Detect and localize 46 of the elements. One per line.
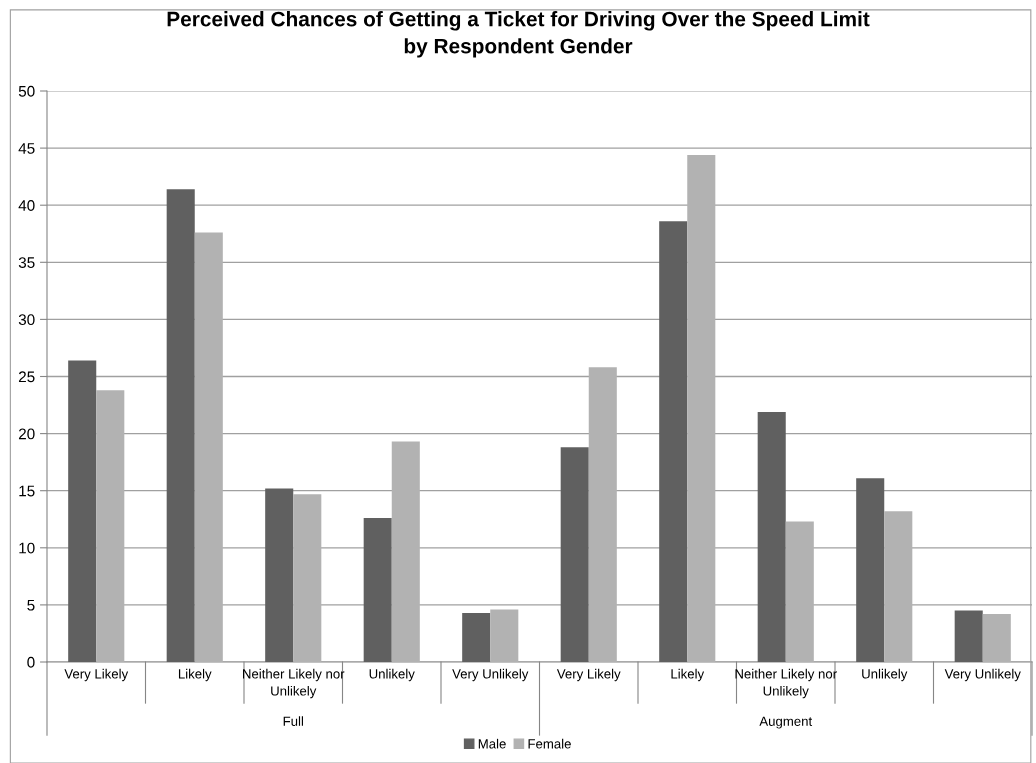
x-tick-label: Unlikely (369, 668, 415, 682)
text: Full (283, 716, 303, 726)
legend-label: Male (478, 738, 506, 749)
bar (757, 411, 786, 662)
y-tick-label: 10 (19, 542, 35, 554)
bar (588, 367, 617, 662)
y-tick-label: 30 (18, 314, 35, 326)
bar (856, 478, 885, 662)
bar (982, 614, 1011, 662)
bar (490, 609, 519, 662)
bar (659, 221, 688, 662)
x-tick-label: Likely (178, 668, 212, 682)
bar (265, 488, 294, 662)
y-tick-label: 40 (18, 200, 35, 211)
x-tick-label: Very Unlikely (944, 668, 1021, 682)
bar (687, 154, 716, 662)
bar (884, 511, 913, 662)
y-tick-label: 45 (18, 143, 35, 154)
bar (96, 390, 125, 662)
y-tick-label: 50 (18, 85, 35, 97)
y-tick-label: 5 (27, 599, 35, 611)
bar (954, 610, 983, 662)
bar (785, 521, 814, 662)
x-tick-label: Unlikely (862, 668, 908, 682)
bar (462, 612, 491, 662)
bar (391, 441, 420, 662)
x-tick-label: Very Likely (64, 668, 129, 682)
y-tick-label: 20 (18, 428, 35, 440)
y-tick-label: 15 (19, 485, 35, 497)
x-tick-label: Neither Likely nor Unlikely (243, 668, 345, 699)
y-tick-label: 35 (18, 257, 35, 268)
y-tick-label: 0 (27, 656, 35, 668)
bar (166, 189, 195, 662)
bar (293, 494, 322, 662)
text: Augment (759, 716, 813, 729)
x-tick-label: Very Likely (556, 668, 621, 682)
x-tick-label: Likely (671, 668, 705, 682)
bar (68, 360, 97, 662)
y-tick-label: 25 (18, 371, 35, 383)
bar (560, 447, 589, 662)
chart-title: Perceived Chances of Getting a Ticket for Driving Over the Speed Limit by Respondent Gender (167, 11, 870, 58)
bar (194, 232, 223, 662)
x-tick-label: Neither Likely nor Unlikely (735, 668, 837, 699)
legend-label: Female (528, 738, 571, 749)
bar (363, 518, 392, 662)
x-tick-label: Very Unlikely (452, 668, 529, 682)
